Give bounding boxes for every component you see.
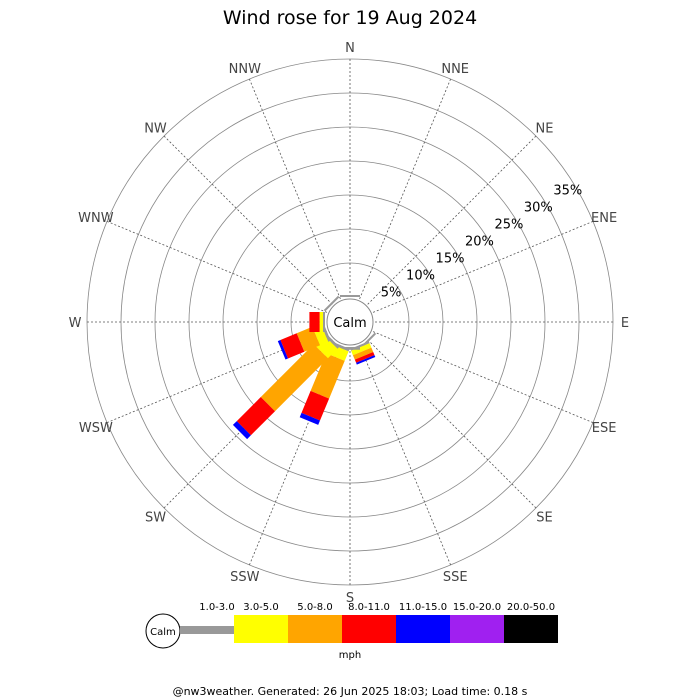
legend-range-label: 11.0-15.0	[399, 602, 447, 613]
legend-swatch	[288, 615, 342, 643]
legend-swatch	[234, 615, 288, 643]
legend-swatch	[450, 615, 504, 643]
wind-bars	[232, 295, 377, 440]
bar-segment-w-3	[309, 312, 320, 332]
legend-swatch	[396, 615, 450, 643]
spoke	[106, 221, 328, 313]
bar-segment-sse-2	[352, 347, 374, 360]
bar-segment-n-0	[340, 295, 360, 297]
spoke	[249, 78, 341, 300]
legend-swatch	[342, 615, 396, 643]
chart-title: Wind rose for 19 Aug 2024	[223, 7, 477, 29]
legend-calm-label: Calm	[150, 627, 176, 638]
legend-range-label: 15.0-20.0	[453, 602, 501, 613]
radial-tick-label: 10%	[406, 269, 435, 284]
legend-swatch	[180, 626, 234, 634]
legend-range-label: 8.0-11.0	[348, 602, 390, 613]
radial-tick-label: 20%	[465, 235, 494, 250]
spoke	[372, 331, 594, 423]
bar-segment-wsw-3	[280, 333, 305, 359]
direction-label: SSW	[230, 570, 260, 585]
direction-label: W	[69, 316, 82, 331]
calm-center: Calm	[326, 298, 374, 346]
bar-segment-sw-3	[236, 397, 275, 436]
direction-label: ENE	[591, 211, 617, 226]
bar-segment-ssw-4	[299, 412, 320, 425]
direction-label: ESE	[592, 421, 617, 436]
direction-label: NNE	[441, 62, 469, 77]
legend: Calm 1.0-3.0 3.0-5.0 5.0-8.0 8.0-11.0 11.0-15…	[145, 602, 558, 661]
direction-label: WSW	[79, 421, 113, 436]
direction-label: SE	[536, 511, 552, 526]
bar-segment-sse-1	[351, 343, 372, 356]
spoke	[367, 339, 537, 509]
legend-range-label: 5.0-8.0	[297, 602, 332, 613]
footer-text: @nw3weather. Generated: 26 Jun 2025 18:0…	[173, 685, 528, 698]
spoke	[359, 344, 451, 566]
direction-label: S	[346, 591, 354, 606]
radial-tick-label: 30%	[524, 201, 553, 216]
bar-segment-sse-4	[356, 355, 376, 365]
legend-range-label: 3.0-5.0	[243, 602, 278, 613]
bar-segment-sw-4	[232, 421, 251, 440]
spoke	[163, 135, 333, 305]
polar-grid: N NNE NE ENE E ESE SE SSE S SSW SW WSW W WNW NW NNW 5% 10…	[69, 41, 630, 606]
direction-label: NW	[144, 122, 167, 137]
bar-segment-wsw-2	[296, 326, 320, 352]
bar-segment-wsw-4	[277, 340, 288, 360]
radial-tick-label: 15%	[436, 252, 465, 267]
bar-segment-ssw-2	[310, 353, 345, 399]
calm-circle	[326, 298, 374, 346]
bar-segment-nw-0	[323, 295, 340, 312]
bar-segment-w-0	[323, 312, 325, 332]
legend-swatch	[504, 615, 558, 643]
direction-label: SW	[145, 511, 166, 526]
bar-segment-ssw-3	[301, 390, 330, 421]
legend-range-label: 20.0-50.0	[507, 602, 555, 613]
direction-label: N	[345, 41, 355, 56]
legend-unit: mph	[339, 650, 361, 661]
direction-label: E	[621, 316, 629, 331]
calm-label: Calm	[333, 316, 366, 331]
radial-tick-label: 5%	[381, 286, 402, 301]
bar-segment-sse-3	[354, 352, 375, 363]
bar-segment-w-1	[319, 312, 323, 332]
radial-tick-label: 25%	[494, 218, 523, 233]
direction-label: SSE	[443, 570, 468, 585]
direction-label: WNW	[78, 211, 114, 226]
direction-label: NNW	[229, 62, 261, 77]
direction-label: NE	[536, 122, 554, 137]
bar-segment-sw-2	[260, 344, 328, 412]
radial-tick-label: 35%	[553, 184, 582, 199]
legend-range-label: 1.0-3.0	[199, 602, 234, 613]
